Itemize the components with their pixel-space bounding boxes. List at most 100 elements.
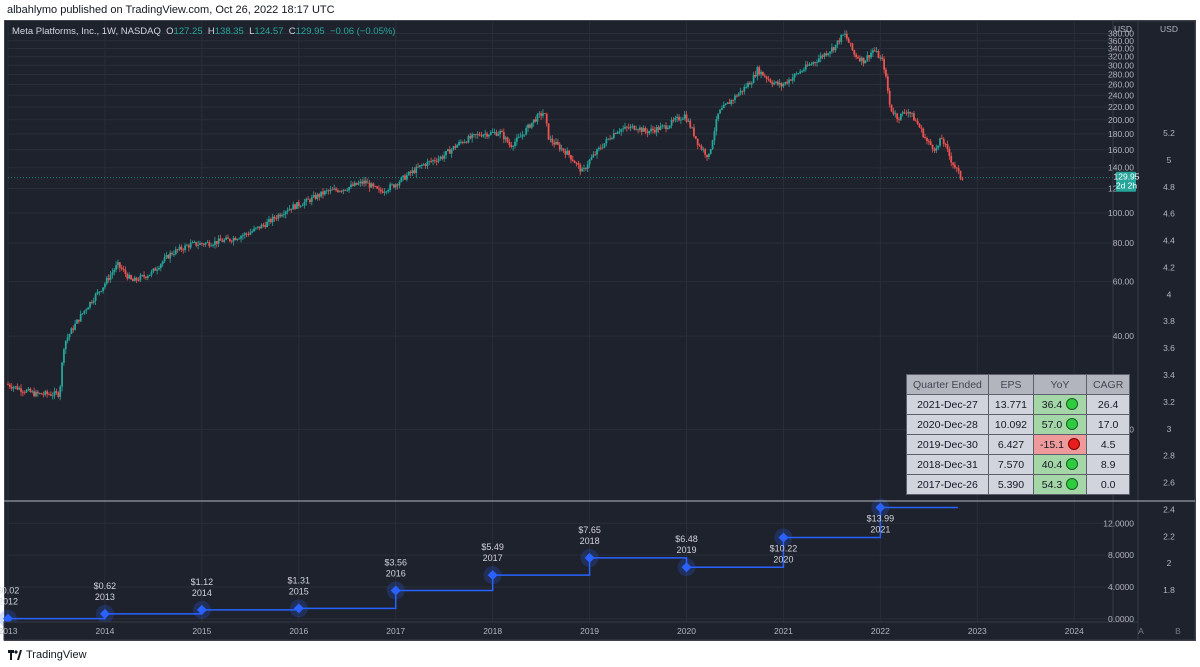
- candle-body: [480, 135, 483, 137]
- candle-body: [831, 47, 833, 52]
- candle-body: [210, 245, 213, 247]
- candle-body: [916, 120, 919, 124]
- candle-body: [215, 241, 218, 244]
- candle-body: [678, 116, 680, 121]
- candle-body: [760, 71, 762, 75]
- candle-body: [150, 271, 153, 275]
- candle-body: [597, 147, 600, 150]
- candle-body: [294, 204, 296, 209]
- candle-body: [465, 141, 468, 143]
- candle-body: [133, 277, 136, 282]
- candle-body: [404, 175, 406, 180]
- candle-body: [899, 113, 902, 120]
- candle-body: [631, 125, 634, 127]
- candle-body: [674, 118, 677, 121]
- candle-body: [420, 165, 423, 166]
- candle-body: [862, 57, 865, 64]
- candle-body: [335, 188, 337, 191]
- candle-body: [883, 59, 885, 70]
- axes: 20.0040.0060.0080.00100.00120.00140.0016…: [0, 20, 1196, 641]
- candle-body: [413, 170, 416, 173]
- candle-body: [743, 87, 746, 92]
- candle-body: [57, 392, 60, 397]
- cagr-cell: 4.5: [1085, 434, 1131, 455]
- eps-value-label: $3.56: [384, 557, 407, 567]
- eps-year-label: 2013: [95, 592, 115, 602]
- candle-body: [633, 125, 636, 130]
- candle-body: [288, 208, 291, 211]
- candle-body: [706, 154, 708, 158]
- price-tick-label: 200.00: [1108, 115, 1134, 125]
- candle-body: [894, 113, 897, 115]
- candle-body: [448, 149, 451, 154]
- candle-body: [827, 53, 830, 56]
- candle-body: [748, 82, 751, 85]
- candle-body: [437, 158, 440, 162]
- candle-body: [612, 133, 615, 139]
- candle-body: [868, 55, 871, 58]
- candle-body: [605, 139, 608, 144]
- time-tick-label: 2014: [95, 626, 114, 636]
- candle-body: [77, 319, 80, 322]
- candle-body: [907, 111, 910, 114]
- candle-body: [670, 119, 673, 126]
- price-tick-label: 280.00: [1108, 70, 1134, 80]
- candle-body: [489, 132, 492, 135]
- candle-body: [920, 127, 923, 129]
- candle-body: [573, 161, 576, 164]
- log-tick-label: 4.6: [1163, 209, 1175, 219]
- candle-body: [89, 302, 91, 308]
- candle-body: [801, 70, 803, 72]
- yoy-value: 54.3: [1041, 479, 1063, 491]
- candle-body: [540, 113, 543, 116]
- candle-body: [657, 127, 660, 130]
- legend-low: 124.57: [254, 26, 284, 37]
- time-tick-label: 2017: [386, 626, 405, 636]
- candle-body: [40, 393, 43, 395]
- candle-body: [857, 57, 859, 59]
- candle-body: [107, 277, 110, 280]
- candle-body: [333, 188, 336, 190]
- candle-body: [948, 148, 951, 156]
- header-cagr: CAGR: [1085, 374, 1131, 395]
- candle-body: [36, 391, 39, 394]
- price-tick-label: 60.00: [1113, 277, 1135, 287]
- eps-year-label: 2014: [192, 588, 212, 598]
- eps-marker: [584, 552, 595, 563]
- candle-body: [81, 313, 84, 315]
- candle-body: [64, 340, 67, 350]
- candle-body: [87, 307, 90, 310]
- candle-body: [495, 132, 498, 136]
- candle-body: [320, 191, 323, 197]
- candle-body: [135, 277, 138, 281]
- candle-body: [832, 47, 835, 51]
- candle-body: [950, 155, 953, 163]
- candle-body: [331, 189, 334, 191]
- candle-body: [109, 274, 112, 280]
- yoy-cell: 54.3: [1033, 474, 1087, 495]
- eps-value-label: $0.62: [94, 581, 117, 591]
- candle-body: [325, 190, 328, 192]
- candle-body: [230, 240, 233, 242]
- eps-table-header: Quarter Ended EPS YoY CAGR: [906, 374, 1131, 395]
- candle-body: [433, 160, 436, 162]
- candle-body: [788, 79, 790, 84]
- candle-body: [193, 241, 196, 243]
- publish-info: albahlymo published on TradingView.com, …: [7, 4, 335, 16]
- candle-body: [327, 190, 330, 192]
- green-circle-icon: [1066, 418, 1079, 430]
- candle-body: [821, 55, 824, 57]
- candle-body: [415, 166, 418, 173]
- candle-body: [803, 69, 805, 71]
- candle-body: [392, 184, 395, 188]
- bar-countdown-label: 2d 2h: [1116, 181, 1138, 191]
- candle-body: [25, 390, 28, 393]
- candle-body: [784, 81, 787, 85]
- yoy-cell: 40.4: [1033, 454, 1087, 475]
- candle-body: [113, 269, 116, 273]
- last-price-label: 129.95: [1114, 172, 1140, 182]
- candle-body: [417, 166, 419, 168]
- log-axis-unit: USD: [1160, 24, 1178, 34]
- candle-body: [98, 291, 101, 293]
